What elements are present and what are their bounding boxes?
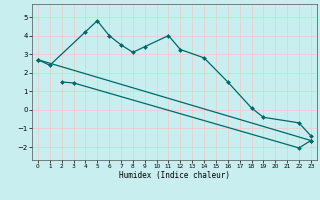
X-axis label: Humidex (Indice chaleur): Humidex (Indice chaleur) <box>119 171 230 180</box>
